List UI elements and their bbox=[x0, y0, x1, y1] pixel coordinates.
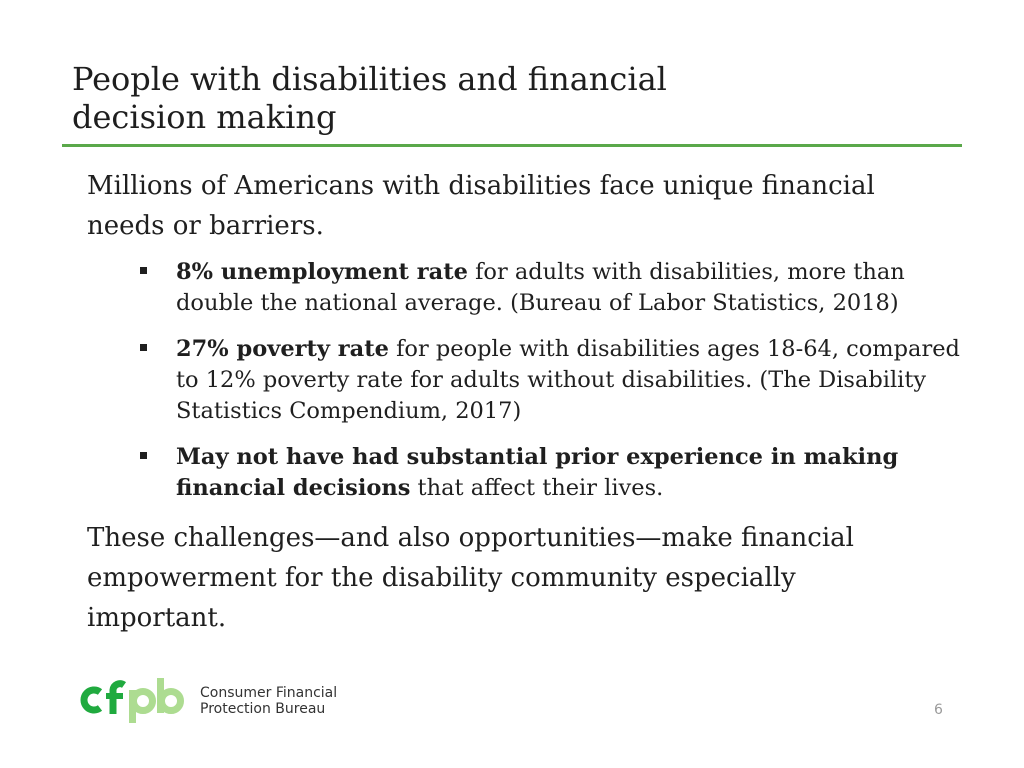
bullet-bold: May not have had substantial prior exper… bbox=[176, 444, 899, 501]
square-bullet-icon bbox=[140, 452, 147, 459]
closing-paragraph: These challenges—and also opportunities—… bbox=[87, 523, 854, 633]
bullet-item-unemployment: 8% unemployment rate for adults with dis… bbox=[140, 257, 960, 319]
bullet-item-experience: May not have had substantial prior exper… bbox=[140, 442, 960, 504]
slide-title: People with disabilities and financial d… bbox=[72, 60, 667, 136]
bullet-bold: 8% unemployment rate bbox=[176, 259, 468, 285]
cfpb-logo-mark bbox=[80, 678, 184, 723]
intro-paragraph: Millions of Americans with disabilities … bbox=[87, 171, 875, 241]
bullet-bold: 27% poverty rate bbox=[176, 336, 389, 362]
bullet-list: 8% unemployment rate for adults with dis… bbox=[140, 257, 960, 519]
bullet-text: for people with disabilities ages 18-64,… bbox=[176, 336, 960, 424]
org-name-line1: Consumer Financial bbox=[200, 685, 338, 701]
page-number: 6 bbox=[934, 702, 943, 718]
org-name: Consumer Financial Protection Bureau bbox=[200, 685, 337, 717]
bullet-text: that affect their lives. bbox=[410, 475, 664, 501]
org-name-line2: Protection Bureau bbox=[200, 701, 326, 717]
bullet-item-poverty: 27% poverty rate for people with disabil… bbox=[140, 334, 960, 427]
square-bullet-icon bbox=[140, 267, 147, 274]
title-divider bbox=[62, 144, 962, 147]
square-bullet-icon bbox=[140, 344, 147, 351]
bullet-text: for adults with disabilities, more than … bbox=[176, 259, 905, 316]
cfpb-logo: Consumer Financial Protection Bureau bbox=[80, 678, 337, 724]
